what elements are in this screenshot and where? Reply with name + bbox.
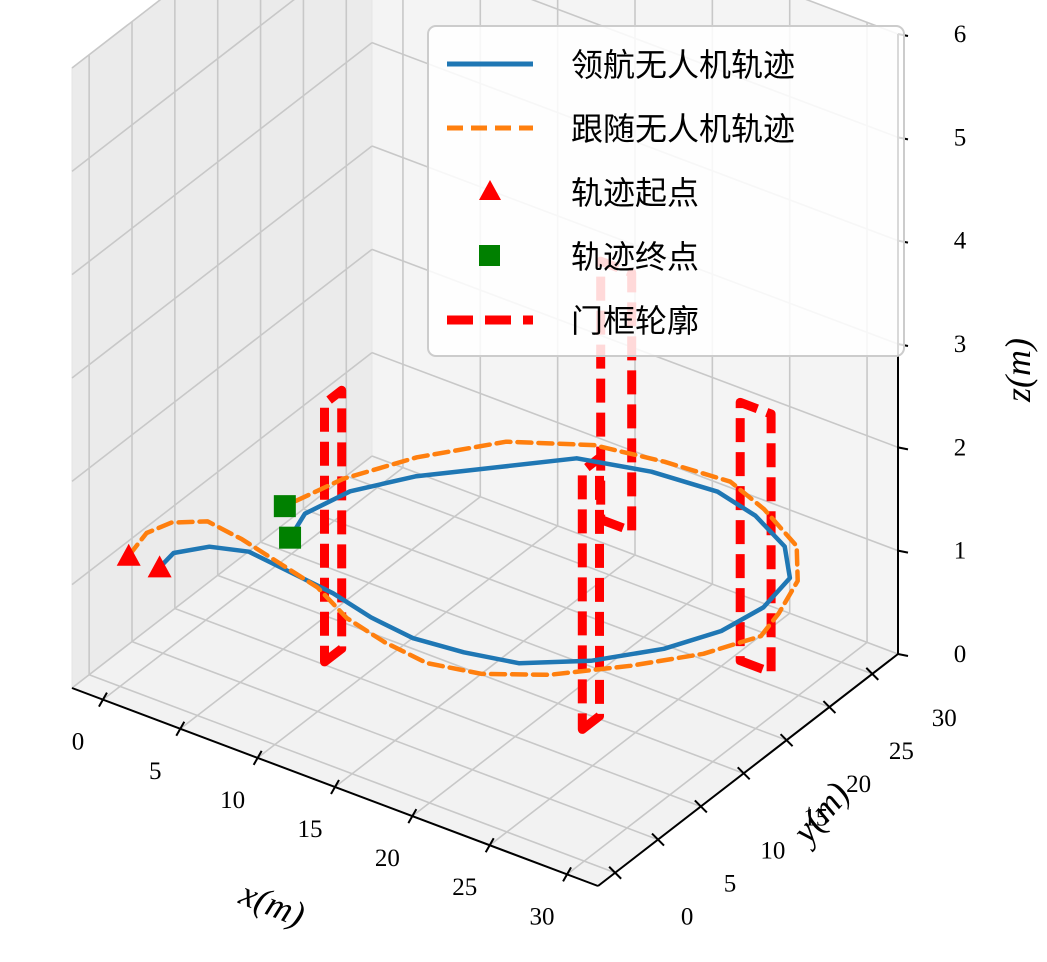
x-tick-mark [252,750,263,766]
y-tick-label: 30 [932,705,957,732]
grid-line-x [102,467,404,701]
grid-line-x [179,496,481,730]
grid-line-x [566,641,868,875]
legend-label-gate: 门框轮廓 [571,302,699,340]
x-tick-label: 5 [149,758,162,785]
legend-label-end: 轨迹终点 [571,238,699,276]
grid-line-y [303,508,830,708]
grid-line-x [489,612,791,846]
y-tick-mark [651,832,665,847]
legend: 领航无人机轨迹 跟随无人机轨迹 轨迹起点 轨迹终点 门框轮廓 [427,25,905,357]
grid-line-z [371,455,899,655]
y-axis-line [597,653,899,887]
y-tick-mark [694,799,708,814]
z-tick-label: 3 [954,331,967,358]
z-tick-label: 1 [954,538,967,565]
grid-line-z [805,0,899,35]
z-axis-label: z(m) [998,338,1038,403]
x-tick-label: 0 [72,729,85,756]
z-tick-mark [897,549,909,554]
x-tick-mark [330,779,340,795]
grid-line-y [174,607,702,808]
legend-swatch-end [479,245,500,266]
x-tick-label: 15 [298,816,323,843]
y-tick-label: 20 [846,771,871,798]
y-tick-mark [822,700,837,714]
legend-swatch-start [479,180,501,200]
grid-line-y [260,541,787,741]
x-tick-mark [407,808,418,824]
z-tick-label: 0 [954,641,967,668]
start-marker [116,543,141,566]
z-tick-label: 2 [954,434,967,461]
grid-line-z [71,352,373,586]
z-tick-mark [897,446,909,451]
x-axis-label: x(m) [234,873,311,935]
y-tick-label: 25 [889,738,914,765]
y-tick-mark [608,866,622,880]
tick-labels: 0 5 10 15 20 25 30 0 5 10 15 20 25 30 0 1 2 3 4 5 6 [72,21,967,931]
grid-line-y [131,640,659,841]
grid-line-z [71,145,373,379]
legend-label-start: 轨迹起点 [571,174,699,212]
grid-line-x [257,525,559,759]
y-tick-mark [737,766,751,781]
x-tick-label: 20 [375,845,400,872]
z-tick-label: 5 [954,124,967,151]
start-marker [147,555,172,578]
y-tick-mark [865,667,879,681]
y-tick-label: 0 [681,904,694,931]
x-tick-label: 10 [220,787,245,814]
end-marker [273,495,296,518]
grid-line-z [71,0,295,172]
x-tick-mark [175,721,186,737]
y-tick-label: 15 [803,804,828,831]
grid-line-z [71,0,162,69]
y-tick-mark [779,733,794,747]
z-tick-mark [897,653,909,657]
grid-line-y [88,673,616,874]
y-tick-label: 5 [724,871,737,898]
legend-box [427,25,905,357]
end-marker [279,526,302,549]
legend-label-follower: 跟随无人机轨迹 [571,110,795,148]
z-tick-label: 4 [954,228,967,255]
grid-line-z [71,248,373,482]
x-tick-label: 30 [530,903,555,930]
grid-line-x [411,583,713,817]
legend-label-leader: 领航无人机轨迹 [571,46,795,84]
x-tick-mark [562,866,572,882]
grid-line-z [71,42,373,276]
follower-trajectory [126,439,800,678]
z-tick-label: 6 [954,21,967,48]
x-tick-mark [484,837,495,853]
x-tick-mark [98,692,108,708]
x-tick-label: 25 [452,874,477,901]
y-tick-label: 10 [760,837,785,864]
grid-line-y [346,475,873,675]
